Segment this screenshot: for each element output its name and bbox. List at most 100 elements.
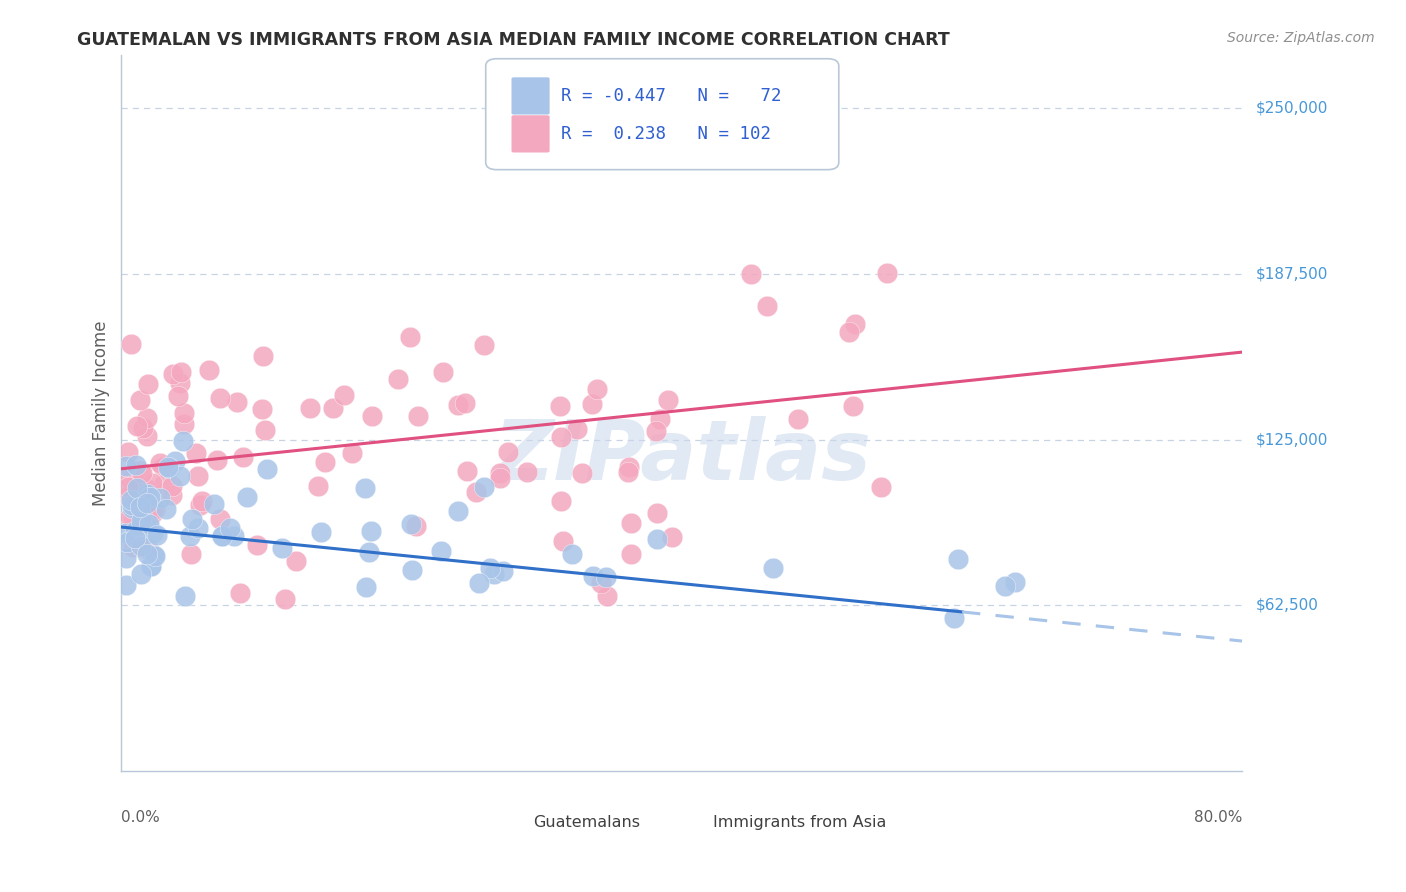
Point [143, 502, 166, 516]
Text: $187,500: $187,500 [1256, 267, 1329, 281]
Point [117, 480, 139, 494]
Point [946, 552, 969, 566]
Point [120, 336, 142, 351]
Point [122, 540, 145, 554]
Text: Guatemalans: Guatemalans [533, 815, 640, 830]
Text: R = -0.447   N =   72: R = -0.447 N = 72 [561, 87, 782, 105]
Point [187, 469, 209, 483]
Point [284, 553, 307, 567]
Point [131, 509, 153, 524]
Point [619, 516, 641, 530]
Point [274, 591, 297, 606]
Point [657, 392, 679, 407]
Point [172, 434, 194, 448]
Point [128, 392, 150, 407]
Point [842, 399, 865, 413]
Point [548, 399, 571, 413]
Point [994, 579, 1017, 593]
Text: 0.0%: 0.0% [121, 810, 160, 825]
Point [565, 422, 588, 436]
Point [125, 458, 148, 472]
Point [586, 382, 609, 396]
FancyBboxPatch shape [485, 59, 839, 169]
Point [489, 467, 512, 481]
Point [1004, 575, 1026, 590]
Point [432, 365, 454, 379]
Point [844, 318, 866, 332]
Text: $250,000: $250,000 [1256, 101, 1329, 116]
Point [165, 454, 187, 468]
Point [117, 470, 139, 484]
Point [125, 475, 148, 489]
Point [360, 524, 382, 538]
Point [128, 500, 150, 514]
Point [135, 429, 157, 443]
Point [136, 496, 159, 510]
Point [405, 519, 427, 533]
Point [465, 485, 488, 500]
Point [472, 338, 495, 352]
Point [256, 461, 278, 475]
Point [135, 482, 157, 496]
Point [762, 561, 785, 575]
Point [187, 521, 209, 535]
Point [202, 497, 225, 511]
Point [498, 444, 520, 458]
Point [211, 529, 233, 543]
Text: Source: ZipAtlas.com: Source: ZipAtlas.com [1227, 31, 1375, 45]
Point [173, 417, 195, 431]
Point [143, 549, 166, 564]
Text: Immigrants from Asia: Immigrants from Asia [713, 815, 886, 830]
Point [121, 500, 143, 515]
Point [581, 397, 603, 411]
Point [332, 388, 354, 402]
Point [117, 490, 139, 504]
Point [489, 471, 512, 485]
Point [550, 429, 572, 443]
Point [616, 465, 638, 479]
Point [211, 528, 233, 542]
Point [467, 576, 489, 591]
Point [617, 459, 640, 474]
Point [127, 481, 149, 495]
Point [492, 564, 515, 578]
Point [225, 395, 247, 409]
Point [307, 479, 329, 493]
Point [155, 501, 177, 516]
Point [787, 412, 810, 426]
Point [246, 538, 269, 552]
Point [596, 590, 619, 604]
Point [139, 559, 162, 574]
Point [120, 492, 142, 507]
Point [270, 541, 292, 555]
Point [162, 367, 184, 381]
Point [661, 530, 683, 544]
Point [357, 545, 380, 559]
Point [205, 453, 228, 467]
Point [122, 482, 145, 496]
FancyBboxPatch shape [501, 812, 524, 833]
Point [229, 586, 252, 600]
Point [157, 461, 180, 475]
Point [114, 551, 136, 566]
Point [139, 490, 162, 504]
Point [129, 539, 152, 553]
Point [180, 547, 202, 561]
Point [740, 268, 762, 282]
Point [124, 524, 146, 539]
Point [595, 569, 617, 583]
Point [354, 481, 377, 495]
Point [117, 445, 139, 459]
Point [456, 464, 478, 478]
Point [169, 376, 191, 391]
Point [186, 446, 208, 460]
Point [131, 467, 153, 481]
Point [117, 489, 139, 503]
Point [314, 455, 336, 469]
Point [943, 610, 966, 624]
Point [222, 529, 245, 543]
Point [160, 488, 183, 502]
Point [354, 580, 377, 594]
Point [342, 446, 364, 460]
Point [153, 477, 176, 491]
